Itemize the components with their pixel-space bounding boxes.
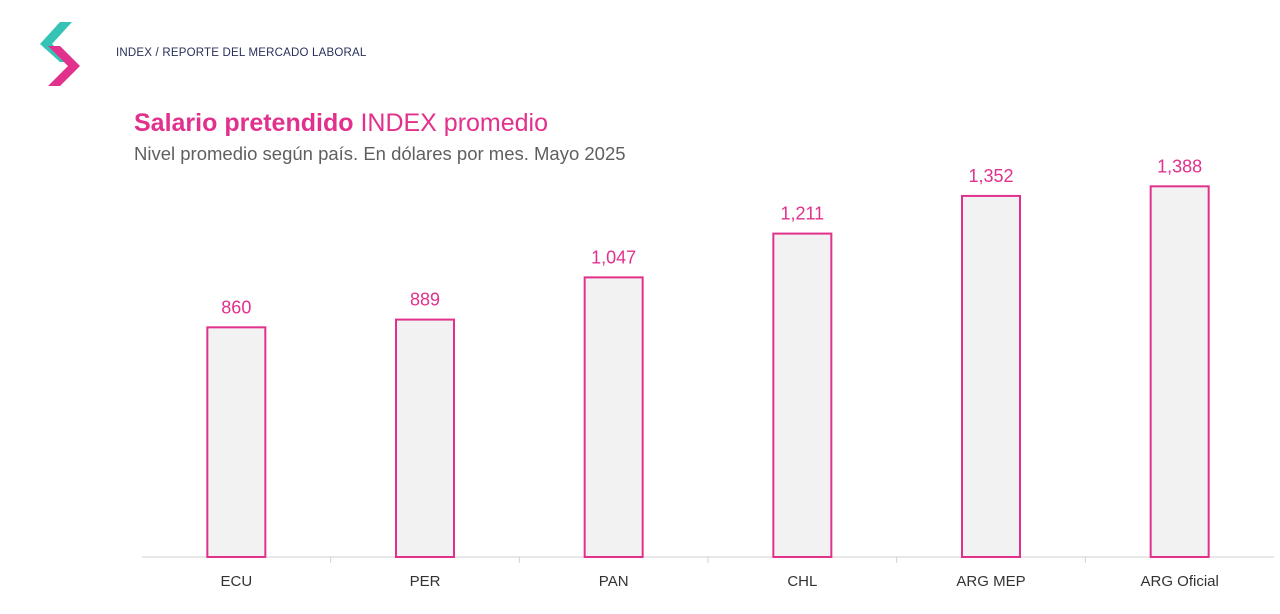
bars-group: 860 ECU 889 PER 1,047 PAN 1,211 CHL 1,352 ARG MEP…	[206, 156, 1219, 590]
x-tick-label: ECU	[220, 573, 252, 590]
index-logo-icon	[40, 22, 80, 86]
bar-arg-mep	[961, 194, 1021, 559]
data-label: 1,211	[780, 204, 824, 224]
bar-per	[395, 318, 455, 559]
bar-arg-oficial	[1149, 185, 1210, 558]
chart-title: Salario pretendido INDEX promedio	[134, 109, 548, 138]
data-label: 1,047	[591, 247, 636, 267]
x-tick-label: PER	[410, 573, 441, 590]
chart-title-rest: INDEX promedio	[360, 109, 549, 137]
data-label: 1,388	[1157, 156, 1202, 176]
logo-pink-shape	[48, 46, 80, 86]
x-tick-label: CHL	[787, 573, 817, 590]
x-tick-label: PAN	[599, 573, 629, 590]
chart-subtitle: Nivel promedio según país. En dólares po…	[134, 143, 626, 164]
bar-ecu	[206, 326, 267, 558]
data-label: 889	[410, 290, 440, 310]
bar-chl	[772, 232, 833, 558]
x-tick-label: ARG Oficial	[1140, 573, 1218, 590]
data-label: 1,352	[968, 166, 1013, 186]
breadcrumb: INDEX / REPORTE DEL MERCADO LABORAL	[116, 47, 367, 59]
chart-title-bold: Salario pretendido	[134, 109, 354, 137]
bar-pan	[583, 276, 644, 558]
data-label: 860	[221, 297, 251, 317]
x-tick-label: ARG MEP	[956, 573, 1025, 590]
